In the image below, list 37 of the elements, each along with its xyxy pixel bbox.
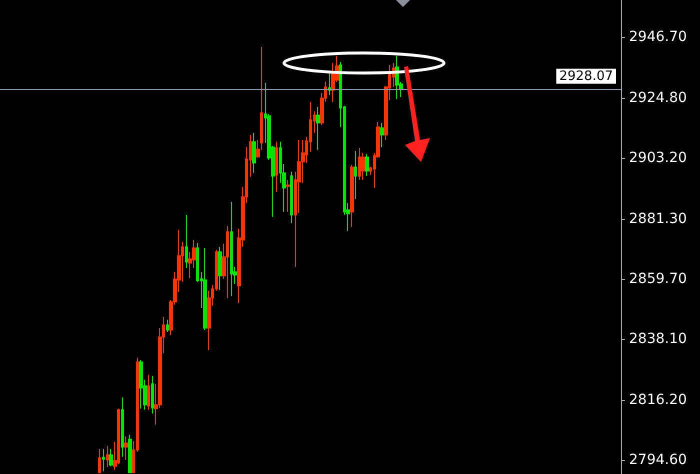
candlestick (166, 319, 169, 332)
y-tick-label: 2881.30 (629, 210, 687, 227)
candlestick (147, 374, 150, 410)
candlestick (328, 72, 331, 96)
candlestick (358, 147, 361, 180)
y-tick-label: 2924.80 (629, 90, 687, 106)
y-tick-label: 2859.70 (629, 270, 687, 287)
candlestick (102, 448, 105, 472)
y-tick-label: 2903.20 (629, 150, 687, 166)
candlestick (124, 436, 128, 460)
candlestick (139, 360, 143, 410)
candlestick (230, 201, 233, 297)
candlestick (286, 179, 290, 212)
candlestick (226, 226, 229, 299)
candlestick (354, 150, 357, 200)
candlestick (275, 141, 278, 192)
candlestick (290, 171, 293, 224)
candlestick (365, 154, 369, 176)
candlestick (128, 434, 132, 474)
ref-line-label: 2928.07 (559, 68, 613, 84)
candlestick (380, 122, 384, 148)
candlestick (203, 247, 207, 330)
y-tick-label: 2838.10 (629, 330, 687, 347)
candlestick (316, 106, 320, 150)
candlestick (121, 397, 124, 458)
candlestick (361, 152, 365, 180)
candlestick (218, 246, 222, 290)
candlestick (185, 214, 188, 268)
candlestick (252, 132, 256, 174)
y-tick-label: 2794.60 (629, 452, 687, 468)
candlestick (350, 164, 354, 228)
y-tick-label: 2946.70 (629, 28, 687, 45)
candlestick (106, 445, 109, 468)
candlestick (109, 448, 113, 467)
candlestick (98, 448, 101, 474)
candlestick (151, 375, 154, 414)
y-tick-label: 2816.20 (629, 392, 687, 408)
